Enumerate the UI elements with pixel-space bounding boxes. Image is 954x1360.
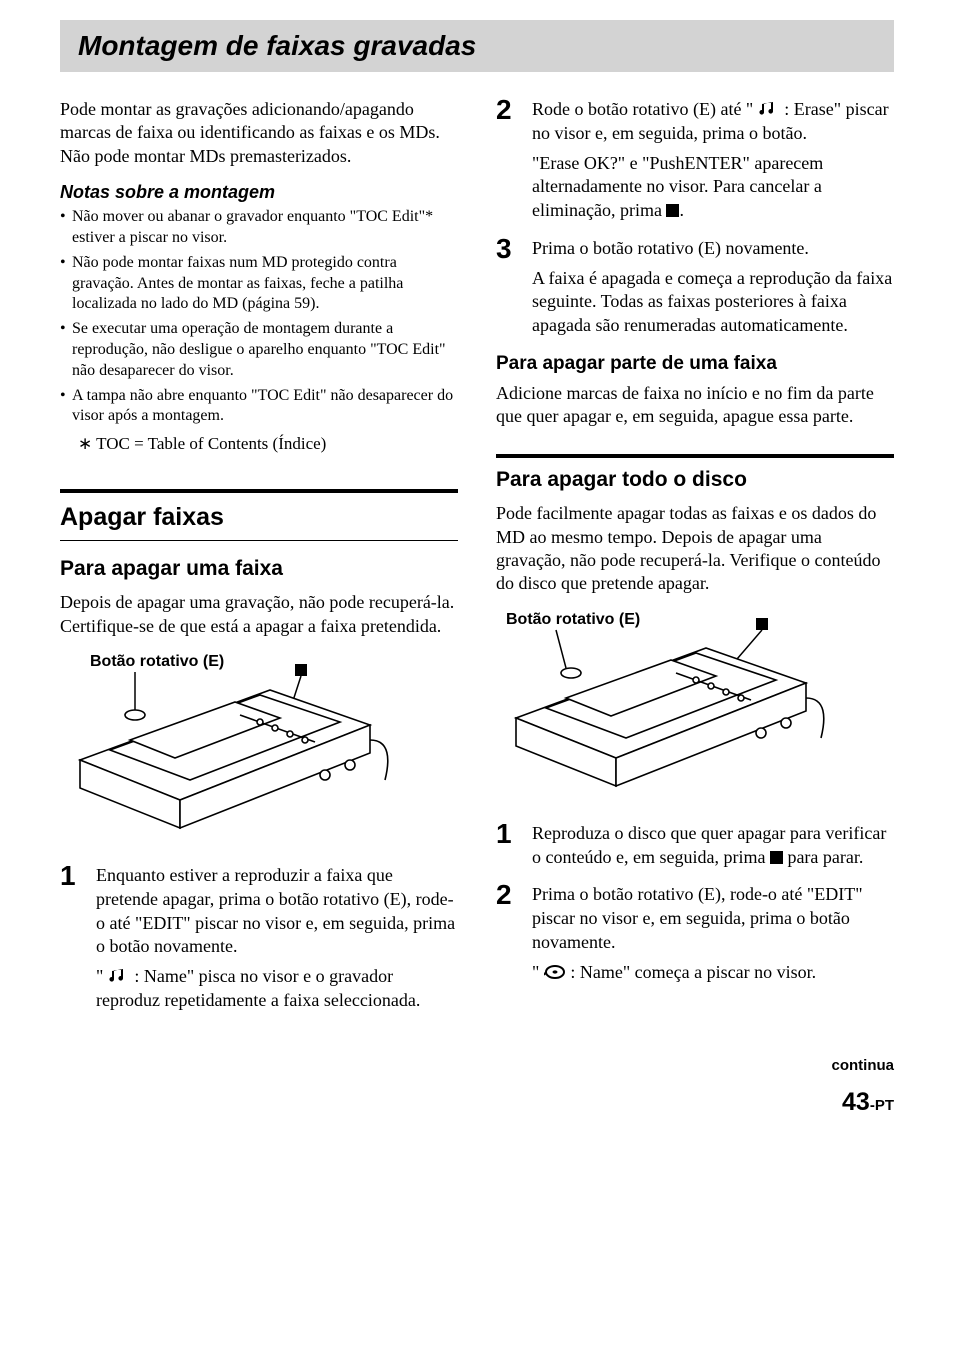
step-item: Prima o botão rotativo (E) novamente. A … <box>496 237 894 338</box>
step-subtext: A faixa é apagada e começa a reprodução … <box>532 267 894 338</box>
device-label: Botão rotativo (E) <box>506 611 640 628</box>
left-column: Pode montar as gravações adicionando/apa… <box>60 98 458 1027</box>
step-text: Prima o botão rotativo (E), rode-o até "… <box>532 884 863 952</box>
continued-label: continua <box>60 1057 894 1074</box>
step-item: Enquanto estiver a reproduzir a faixa qu… <box>60 864 458 1013</box>
step-item: Rode o botão rotativo (E) até " : Erase"… <box>496 98 894 223</box>
device-illustration: Botão rotativo (E) <box>496 608 826 798</box>
list-item: Não mover ou abanar o gravador enquanto … <box>60 207 458 249</box>
intro-text: Pode montar as gravações adicionando/apa… <box>60 98 458 168</box>
stop-icon <box>666 204 679 217</box>
subsection-heading: Para apagar parte de uma faixa <box>496 352 894 376</box>
page-title: Montagem de faixas gravadas <box>78 30 876 62</box>
list-item: Não pode montar faixas num MD protegido … <box>60 253 458 315</box>
right-column: Rode o botão rotativo (E) até " : Erase"… <box>496 98 894 1027</box>
title-bar: Montagem de faixas gravadas <box>60 20 894 72</box>
stop-icon <box>770 851 783 864</box>
parte-text: Adicione marcas de faixa no início e no … <box>496 382 894 429</box>
section-rule <box>496 454 894 458</box>
notas-list: Não mover ou abanar o gravador enquanto … <box>60 207 458 427</box>
step-item: Prima o botão rotativo (E), rode-o até "… <box>496 883 894 984</box>
notas-heading: Notas sobre a montagem <box>60 182 458 203</box>
step-item: Reproduza o disco que quer apagar para v… <box>496 822 894 870</box>
music-note-icon <box>758 101 780 117</box>
list-item: Se executar uma operação de montagem dur… <box>60 319 458 381</box>
page-number: 43-PT <box>60 1088 894 1117</box>
step-subtext: " : Name" começa a piscar no visor. <box>532 961 894 985</box>
subsection-heading: Para apagar uma faixa <box>60 557 458 581</box>
stop-icon <box>295 664 307 676</box>
step-text: Prima o botão rotativo (E) novamente. <box>532 238 809 258</box>
uma-faixa-intro: Depois de apagar uma gravação, não pode … <box>60 591 458 638</box>
disc-icon <box>544 964 566 980</box>
step-subtext: " : Name" pisca no visor e o gravador re… <box>96 965 458 1013</box>
section-underline <box>60 540 458 541</box>
list-item: A tampa não abre enquanto "TOC Edit" não… <box>60 386 458 428</box>
music-note-icon <box>108 968 130 984</box>
device-illustration: Botão rotativo (E) <box>60 650 390 840</box>
subsection-heading: Para apagar todo o disco <box>496 468 894 492</box>
toc-note: ∗ TOC = Table of Contents (Índice) <box>60 433 458 455</box>
left-steps: Enquanto estiver a reproduzir a faixa qu… <box>60 864 458 1013</box>
right-bottom-steps: Reproduza o disco que quer apagar para v… <box>496 822 894 985</box>
step-subtext: "Erase OK?" e "PushENTER" aparecem alter… <box>532 152 894 223</box>
device-label: Botão rotativo (E) <box>90 653 224 670</box>
content-columns: Pode montar as gravações adicionando/apa… <box>60 98 894 1027</box>
section-heading: Apagar faixas <box>60 503 458 532</box>
todo-intro: Pode facilmente apagar todas as faixas e… <box>496 502 894 596</box>
stop-icon <box>756 618 768 630</box>
right-top-steps: Rode o botão rotativo (E) até " : Erase"… <box>496 98 894 338</box>
section-rule <box>60 489 458 493</box>
page-footer: continua 43-PT <box>60 1057 894 1117</box>
device-figure-left: Botão rotativo (E) <box>60 650 458 840</box>
step-text: Enquanto estiver a reproduzir a faixa qu… <box>96 865 455 956</box>
device-figure-right: Botão rotativo (E) <box>496 608 894 798</box>
